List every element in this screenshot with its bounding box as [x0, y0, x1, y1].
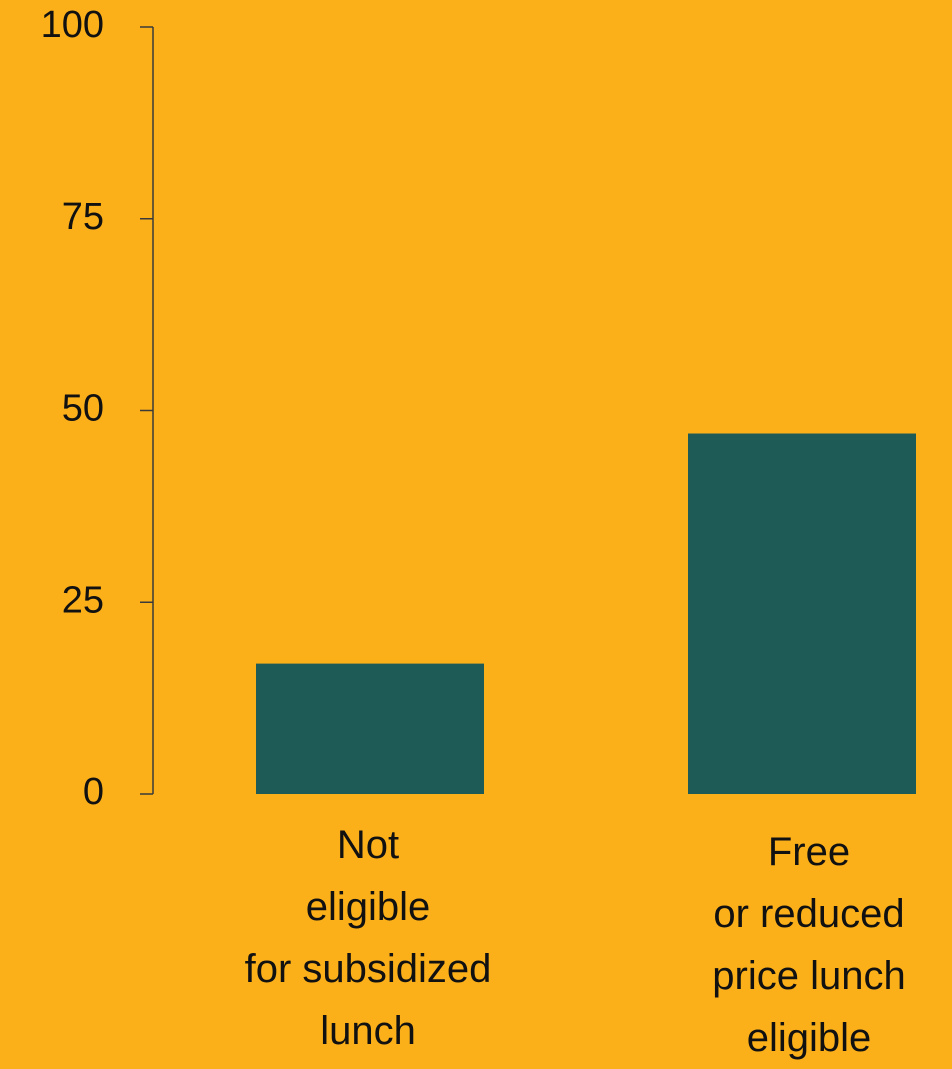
x-category-label-line: eligible	[306, 885, 431, 929]
bar-series	[256, 433, 916, 794]
x-category-label: Free or reduced price lunch eligible	[712, 830, 905, 1060]
y-tick-label: 75	[62, 196, 104, 238]
x-category-label-line: price lunch	[712, 954, 905, 998]
y-tick-label: 100	[41, 4, 104, 46]
y-tick-label: 50	[62, 388, 104, 430]
x-category-label-line: eligible	[747, 1016, 872, 1060]
y-tick-label: 25	[62, 579, 104, 621]
bar-1	[256, 663, 484, 794]
x-category-label-line: or reduced	[713, 892, 904, 936]
x-category-label-line: lunch	[320, 1009, 416, 1053]
x-category-label-line: for subsidized	[245, 947, 492, 991]
x-category-label-line: Not	[337, 823, 399, 867]
x-category-label-line: Free	[768, 830, 850, 874]
y-axis-ticks: 0 25 50 75 100	[41, 4, 153, 813]
bar-2	[688, 433, 916, 794]
x-category-label: Not eligible for subsidized lunch	[245, 823, 492, 1053]
x-axis-category-labels: Not eligible for subsidized lunch Free or red…	[245, 823, 906, 1060]
y-tick-label: 0	[83, 771, 104, 813]
